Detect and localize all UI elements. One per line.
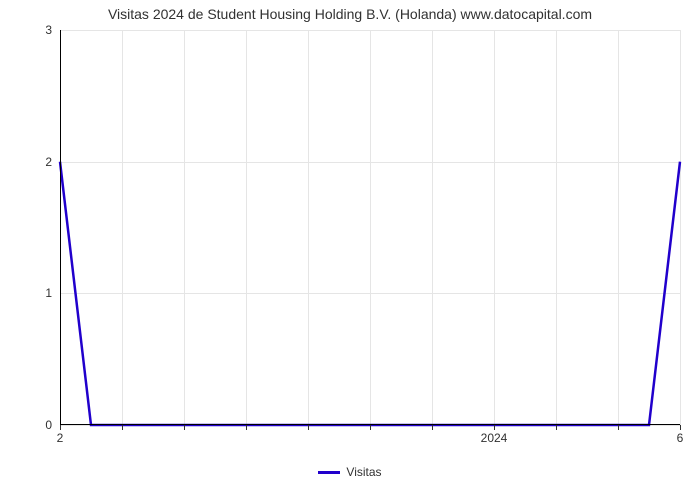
y-tick-label: 2 — [45, 155, 52, 169]
x-tick-mark — [308, 425, 309, 430]
y-tick-label: 1 — [45, 286, 52, 300]
x-tick-mark — [618, 425, 619, 430]
x-tick-mark — [370, 425, 371, 430]
x-tick-mark — [122, 425, 123, 430]
chart-title: Visitas 2024 de Student Housing Holding … — [0, 6, 700, 22]
x-tick-label: 2024 — [481, 431, 508, 445]
x-tick-mark — [494, 425, 495, 430]
x-tick-label: 2 — [57, 431, 64, 445]
y-tick-label: 0 — [45, 418, 52, 432]
data-line-svg — [60, 30, 680, 425]
plot-area: 0123220246 — [60, 30, 680, 425]
legend: Visitas — [0, 465, 700, 479]
x-tick-label: 6 — [677, 431, 684, 445]
y-tick-label: 3 — [45, 23, 52, 37]
x-tick-mark — [680, 425, 681, 430]
x-tick-mark — [432, 425, 433, 430]
x-tick-mark — [184, 425, 185, 430]
chart-container: Visitas 2024 de Student Housing Holding … — [0, 0, 700, 500]
gridline-vertical — [680, 30, 681, 425]
x-tick-mark — [246, 425, 247, 430]
x-tick-mark — [556, 425, 557, 430]
y-axis-line — [60, 30, 61, 425]
legend-label: Visitas — [346, 465, 381, 479]
data-line — [60, 162, 680, 425]
legend-swatch — [318, 471, 340, 474]
x-tick-mark — [60, 425, 61, 430]
